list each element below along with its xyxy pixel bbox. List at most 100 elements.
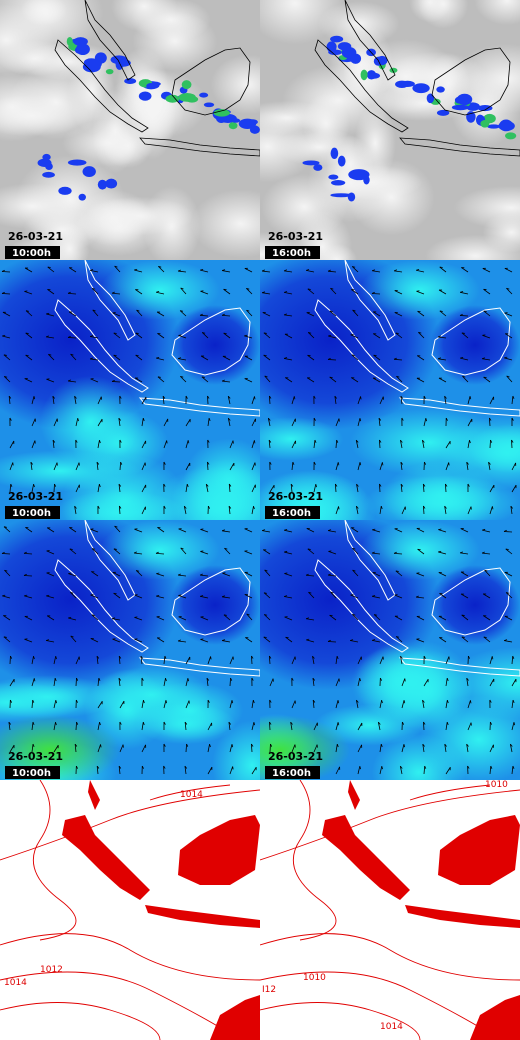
wind-arrow [246,613,253,621]
wind-arrow [24,638,33,643]
wind-arrow [3,354,11,361]
land [178,815,260,885]
wind-arrow [2,311,11,317]
wind-arrow-head [506,592,510,594]
wind-arrow-head [284,595,288,597]
contour-label: 1010 [485,780,508,790]
wind-arrow [422,700,425,709]
wind-arrow [466,462,469,471]
rain [326,41,337,53]
wind-arrow [200,290,209,295]
wind-arrow [178,528,187,533]
wind-arrow [68,573,77,577]
wind-arrow-head [200,268,204,271]
wind-arrow-head [483,310,487,312]
wind-arrow-head [3,636,7,638]
wind-arrow [395,332,403,339]
wind-arrow [9,462,14,471]
wind-arrow [284,529,293,533]
panel-time: 10:00h [12,508,51,519]
wind-arrow [306,377,315,383]
wind-arrow [112,312,121,317]
rain [42,153,51,161]
wind-arrow [244,528,253,533]
wind-arrow-head [111,291,115,294]
wind-arrow-head [400,483,404,487]
wind-arrow [201,376,209,383]
wind-arrow [52,396,55,405]
wind-arrow [416,596,425,599]
wind-arrow-head [290,483,294,487]
wind-arrow [185,656,191,665]
wind-arrow [284,291,293,295]
wind-arrow-head [461,636,465,638]
wind-arrow-head [202,332,206,334]
wind-arrow [53,700,57,709]
wind-arrow-head [210,656,212,660]
wind-arrow [246,288,253,295]
cloud [260,110,316,183]
wind-arrow [53,722,56,731]
wind-arrow-head [352,613,356,616]
wind-arrow-head [46,594,50,597]
rain [451,104,469,111]
wind-arrow [268,655,271,665]
wind-arrow [269,678,274,687]
wind-arrow-head [179,310,184,312]
wind-arrow [47,289,55,295]
wind-arrow [483,288,491,295]
rain [82,61,101,73]
wind-arrow-head [24,290,28,292]
wind-arrow-head [379,439,382,443]
wind-arrow [135,354,143,361]
contour-label: I12 [262,985,276,995]
wind-arrow [511,484,517,493]
rain [249,125,260,134]
wind-arrow-head [207,395,210,399]
rain [178,92,196,102]
rain [42,171,55,178]
wind-arrow [511,655,514,665]
wind-arrow [417,355,425,361]
wind-arrow [352,569,359,577]
wind-arrow-head [378,417,382,421]
wind-arrow-head [199,313,203,316]
rain [181,80,192,90]
wind-arrow-head [510,505,513,509]
wind-arrow-head [92,548,96,550]
wind-arrow [1,293,11,295]
wind-arrow [178,334,187,339]
wind-arrow-head [337,700,340,704]
wind-arrow [178,574,187,577]
wind-arrow-head [460,356,464,359]
wind-arrow [284,616,293,621]
isobar [32,780,77,941]
wind-arrow-head [47,266,51,268]
wind-arrow-head [403,744,406,748]
wind-arrow [313,484,317,493]
wind-arrow [264,375,271,383]
wind-arrow [460,593,469,599]
wind-arrow-head [327,357,331,360]
wind-arrow [48,354,55,361]
wind-arrow [158,266,165,273]
wind-arrow-head [24,594,28,597]
wind-arrow [467,440,470,449]
wind-arrow-head [469,396,472,400]
wind-arrow [379,506,382,515]
wind-arrow-head [308,332,312,334]
wind-arrow [400,396,403,405]
wind-arrow-head [470,700,472,704]
wind-arrow-head [291,677,294,681]
wind-arrow [141,506,146,515]
wind-arrow-head [184,765,188,769]
wind-arrow [141,744,146,753]
wind-arrow-head [423,721,426,725]
panel-time: 16:00h [272,248,311,259]
wind-arrow-head [1,291,5,294]
wind-arrow-head [372,595,376,597]
wind-arrow-head [118,505,122,509]
wind-arrow [229,656,234,665]
wind-arrow [46,615,55,621]
wind-arrow-head [4,569,8,572]
